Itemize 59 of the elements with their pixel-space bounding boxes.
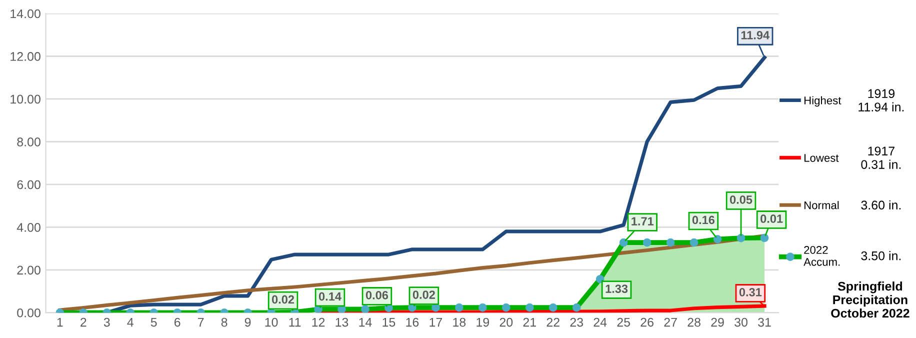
text: 3.60 in. <box>861 200 901 210</box>
legend-label: Lowest <box>804 154 839 162</box>
x-tick-label: 3 <box>104 318 110 327</box>
y-tick-label: 12.00 <box>10 52 40 61</box>
legend-label: Highest <box>804 96 842 107</box>
x-tick-label: 31 <box>758 318 771 327</box>
annotation: 0.31 <box>739 288 762 296</box>
x-tick-label: 27 <box>664 318 677 327</box>
x-tick-label: 1 <box>57 318 63 327</box>
y-tick-label: 0.00 <box>17 308 40 318</box>
x-tick-label: 10 <box>265 318 278 327</box>
x-tick-label: 5 <box>150 318 157 327</box>
y-tick-label: 14.00 <box>10 9 40 18</box>
x-tick-label: 17 <box>430 318 442 327</box>
annotation: 1.71 <box>632 217 654 226</box>
x-tick-label: 25 <box>617 318 630 327</box>
x-tick-label: 8 <box>221 318 228 327</box>
x-tick-label: 9 <box>244 318 251 327</box>
y-tick-label: 4.00 <box>16 222 40 232</box>
x-tick-label: 21 <box>523 318 536 327</box>
x-tick-label: 24 <box>594 318 607 327</box>
x-tick-label: 20 <box>500 318 513 327</box>
annotation: 0.14 <box>318 292 342 301</box>
x-tick-label: 22 <box>546 318 560 327</box>
text: Springfield Precipitation October 2022 <box>831 282 910 318</box>
x-tick-label: 12 <box>312 318 325 327</box>
annotation: 0.06 <box>366 291 388 300</box>
legend-label: 2022 Accum. <box>804 246 840 266</box>
x-tick-label: 23 <box>570 318 584 327</box>
text: 3.50 in. <box>861 251 901 260</box>
x-tick-label: 15 <box>382 318 396 327</box>
annotation: 0.16 <box>692 216 715 224</box>
x-tick-label: 18 <box>453 318 466 327</box>
annotation: 1.33 <box>606 284 628 293</box>
y-tick-label: 10.00 <box>10 94 40 104</box>
x-tick-label: 4 <box>127 318 134 327</box>
annotation: 0.02 <box>272 295 294 304</box>
x-tick-label: 26 <box>640 318 654 327</box>
x-tick-label: 29 <box>711 318 724 327</box>
annotation: 11.94 <box>741 30 770 40</box>
y-tick-label: 2.00 <box>17 266 40 275</box>
x-tick-label: 13 <box>336 318 348 327</box>
x-tick-label: 19 <box>476 318 490 327</box>
annotation: 0.01 <box>760 214 783 223</box>
x-tick-label: 11 <box>289 318 301 327</box>
legend-label: Normal <box>804 201 839 210</box>
annotation: 0.02 <box>412 290 435 299</box>
x-tick-label: 14 <box>359 318 372 327</box>
x-tick-label: 28 <box>688 318 700 327</box>
x-tick-label: 30 <box>734 318 748 327</box>
x-tick-label: 2 <box>80 318 86 327</box>
x-tick-label: 6 <box>174 318 180 327</box>
y-tick-label: 6.00 <box>17 180 40 190</box>
text: 1917 0.31 in. <box>861 146 901 169</box>
x-tick-label: 16 <box>406 318 419 327</box>
text: 1919 11.94 in. <box>858 89 904 112</box>
x-tick-label: 7 <box>198 318 204 327</box>
y-tick-label: 8.00 <box>17 138 40 146</box>
annotation: 0.05 <box>730 196 752 204</box>
